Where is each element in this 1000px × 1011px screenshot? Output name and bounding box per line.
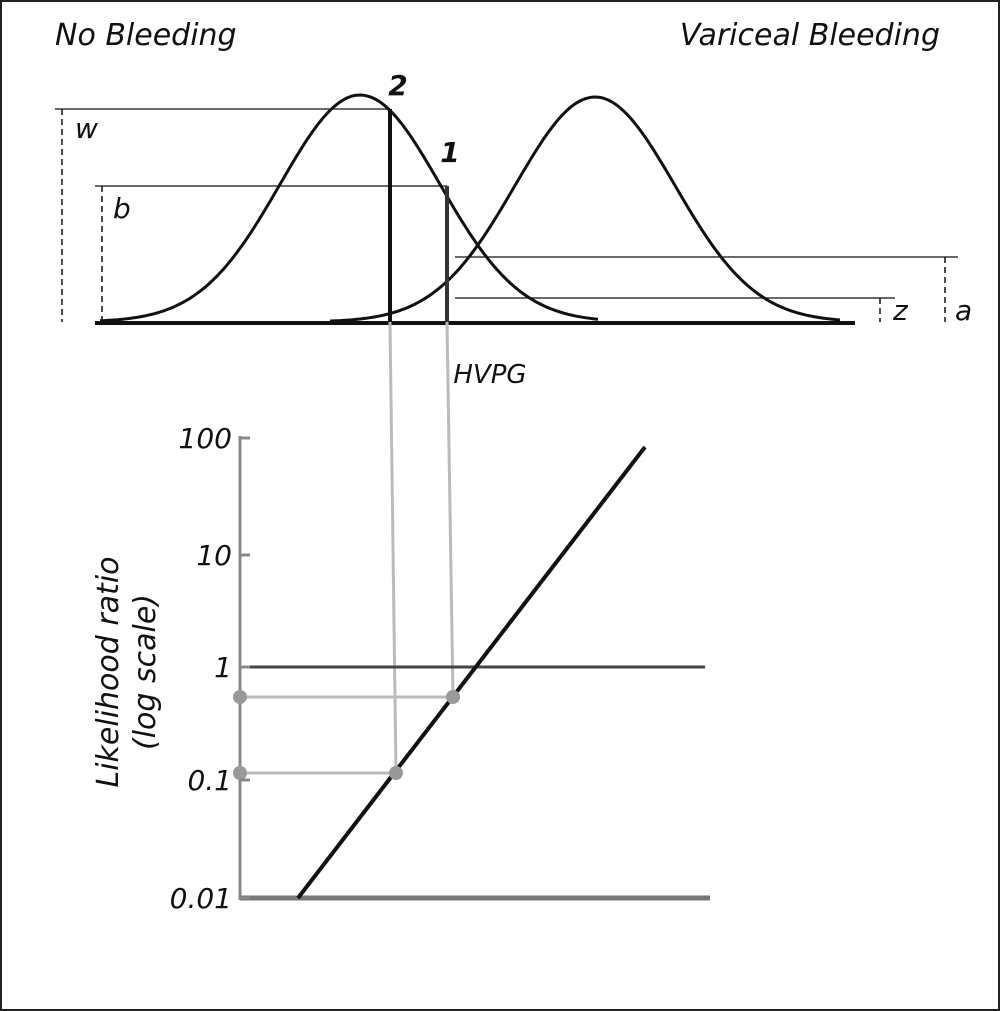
height-label: a: [955, 294, 972, 327]
right-group-label: Variceal Bleeding: [680, 18, 940, 53]
y-tick-label: 0.1: [187, 764, 232, 797]
projection-lines: [240, 321, 455, 775]
guide-lines: [55, 108, 958, 299]
y-ticks: 100 10 1 0.1 0.01: [170, 422, 250, 915]
height-markers: [61, 109, 946, 322]
likelihood-line: [296, 445, 647, 900]
bleeding-curve: [329, 95, 841, 323]
threshold-label: 1: [440, 136, 459, 169]
y-tick-label: 1: [214, 651, 232, 684]
y-axis-label: (log scale): [128, 594, 163, 750]
height-label: z: [892, 294, 909, 327]
height-label: w: [75, 112, 98, 145]
threshold-label: 2: [388, 69, 407, 102]
y-tick-label: 10: [196, 539, 232, 572]
y-tick-label: 0.01: [170, 882, 232, 915]
no-bleeding-curve: [99, 93, 599, 323]
y-tick-label: 100: [179, 422, 232, 455]
y-axis-label: Likelihood ratio: [91, 556, 126, 787]
points: [233, 690, 460, 780]
height-label: b: [113, 192, 131, 225]
x-axis-label: HVPG: [453, 360, 526, 390]
left-group-label: No Bleeding: [55, 18, 237, 53]
